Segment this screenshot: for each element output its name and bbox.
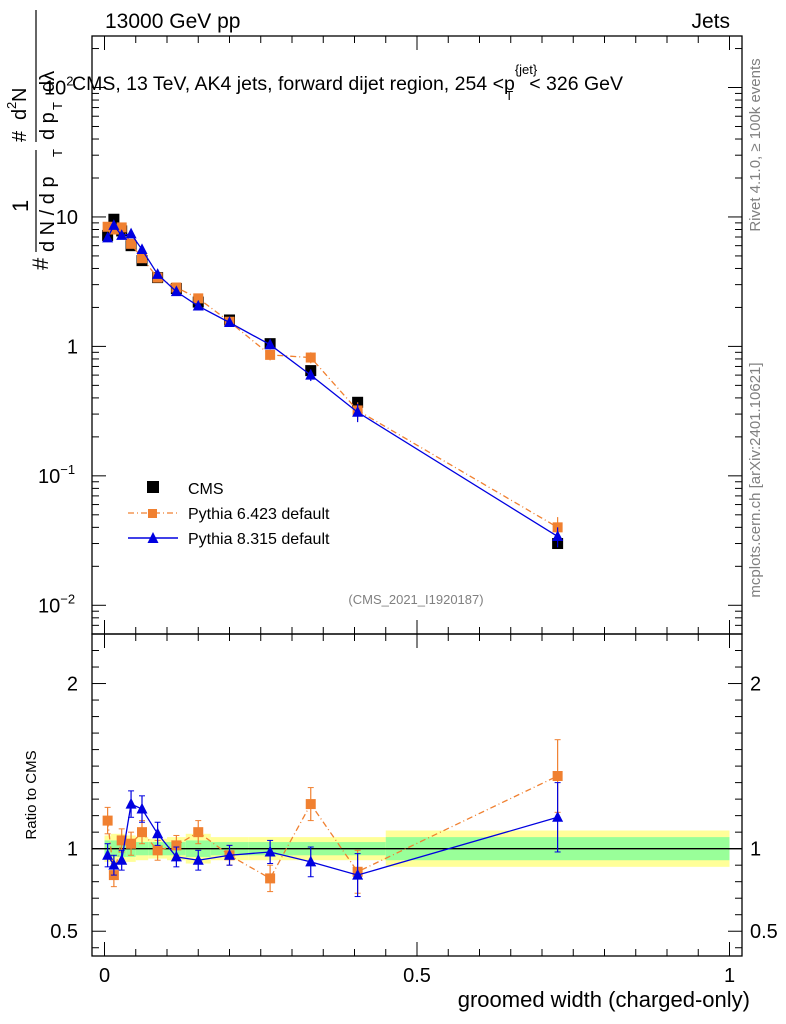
data-point — [192, 299, 204, 311]
data-point — [126, 238, 137, 249]
y-label-two: 2 — [4, 102, 19, 109]
chart-title: CMS, 13 TeV, AK4 jets, forward dijet reg… — [72, 62, 623, 103]
ratio-panel-frame — [91, 633, 743, 957]
x-axis-label: groomed width (charged-only) — [458, 987, 750, 1012]
ratio-tick-label-left: 0.5 — [50, 921, 78, 943]
data-point — [136, 243, 148, 255]
series-2 — [102, 219, 564, 548]
ratio-point — [136, 802, 148, 814]
y-tick-label: 1 — [67, 336, 78, 358]
ratio-point — [264, 845, 276, 857]
ratio-point — [192, 854, 204, 865]
ratio-series-1 — [102, 782, 564, 898]
legend-py8-marker — [147, 532, 159, 543]
series-layer — [102, 213, 564, 550]
series-1 — [102, 221, 563, 540]
tick-labels: 0 0.5 1 10−2 10−1 1 10 102 0.5 0.5 1 1 2 2 — [38, 74, 778, 987]
ratio-y-label: Ratio to CMS — [23, 750, 40, 839]
ratio-series-0 — [102, 739, 563, 894]
ratio-layer — [102, 739, 564, 898]
data-point — [102, 221, 113, 232]
data-point — [116, 229, 128, 240]
y-label-n: N — [9, 88, 31, 102]
mcplots-label: mcplots.cern.ch [arXiv:2401.10621] — [747, 362, 764, 597]
ratio-point — [171, 840, 182, 851]
ratio-point — [102, 815, 113, 826]
ratio-point — [170, 850, 182, 862]
data-point — [193, 293, 204, 304]
ratio-tick-label-right: 0.5 — [750, 921, 778, 943]
y-label-dn: d N / d p — [37, 176, 59, 252]
y-tick-label: 10−2 — [38, 591, 75, 617]
y-label-one: 1 — [8, 200, 33, 212]
ratio-point — [352, 868, 364, 880]
ratio-point — [116, 835, 127, 846]
data-point — [102, 231, 114, 243]
x-tick-label: 0.5 — [403, 965, 431, 987]
ratio-point — [193, 827, 204, 838]
ratio-tick-label-left: 1 — [67, 839, 78, 861]
data-point — [264, 338, 276, 350]
header-category: Jets — [691, 10, 730, 33]
x-tick-label: 0 — [99, 965, 110, 987]
rivet-label: Rivet 4.1.0, ≥ 100k events — [747, 58, 764, 231]
data-point — [305, 368, 317, 380]
data-point — [265, 349, 276, 360]
ratio-point — [265, 873, 276, 884]
ratio-point — [305, 855, 317, 867]
data-point — [108, 219, 120, 230]
ratio-point — [116, 854, 128, 865]
y-label-dlambda: dλ — [37, 71, 59, 92]
legend-cms-label: CMS — [188, 481, 224, 498]
series-line-2 — [107, 224, 558, 538]
y-axis-label: # 1 d N / d p T # d 2 N d p T dλ — [4, 10, 65, 270]
y-tick-label: 10−1 — [38, 462, 75, 488]
series-line-1 — [107, 226, 558, 528]
data-point — [305, 352, 316, 363]
legend-py8-label: Pythia 8.315 default — [188, 531, 330, 548]
ratio-tick-label-left: 2 — [67, 674, 78, 696]
ratio-point — [126, 838, 137, 849]
legend-py6-label: Pythia 6.423 default — [188, 506, 330, 523]
x-tick-label: 1 — [724, 965, 735, 987]
ratio-point — [108, 858, 120, 870]
y-label-dp: d p — [37, 112, 59, 140]
data-point — [116, 222, 127, 233]
y-label-t2: T — [50, 102, 65, 110]
ratio-point — [552, 771, 563, 782]
ratio-tick-label-right: 2 — [750, 674, 761, 696]
data-point — [125, 227, 137, 239]
data-point — [152, 268, 164, 279]
analysis-id: (CMS_2021_I1920187) — [348, 592, 483, 607]
legend-cms-marker — [147, 481, 159, 493]
data-point — [552, 530, 564, 541]
y-tick-label: 10 — [56, 207, 78, 229]
y-label-t: T — [50, 149, 65, 157]
ratio-point — [152, 845, 163, 856]
data-point — [352, 406, 364, 417]
ratio-tick-label-right: 1 — [750, 839, 761, 861]
header-energy: 13000 GeV pp — [105, 10, 240, 33]
y-tick-label: 102 — [44, 74, 73, 100]
y-label-hash: # — [28, 257, 53, 270]
ratio-point — [102, 849, 114, 860]
axis-ticks — [92, 36, 742, 956]
ratio-point — [305, 799, 316, 810]
y-label-d: d — [9, 109, 31, 120]
ratio-point — [552, 811, 564, 822]
ratio-point — [125, 797, 137, 809]
ratio-point — [224, 849, 235, 860]
data-point — [170, 285, 182, 297]
data-point — [137, 253, 147, 264]
ratio-point — [137, 827, 147, 838]
ratio-point — [152, 827, 164, 839]
legend: CMS Pythia 6.423 default Pythia 8.315 de… — [128, 481, 330, 548]
y-label-hash2: # — [9, 130, 31, 142]
data-point — [224, 316, 235, 327]
legend-py6-marker — [148, 509, 157, 518]
